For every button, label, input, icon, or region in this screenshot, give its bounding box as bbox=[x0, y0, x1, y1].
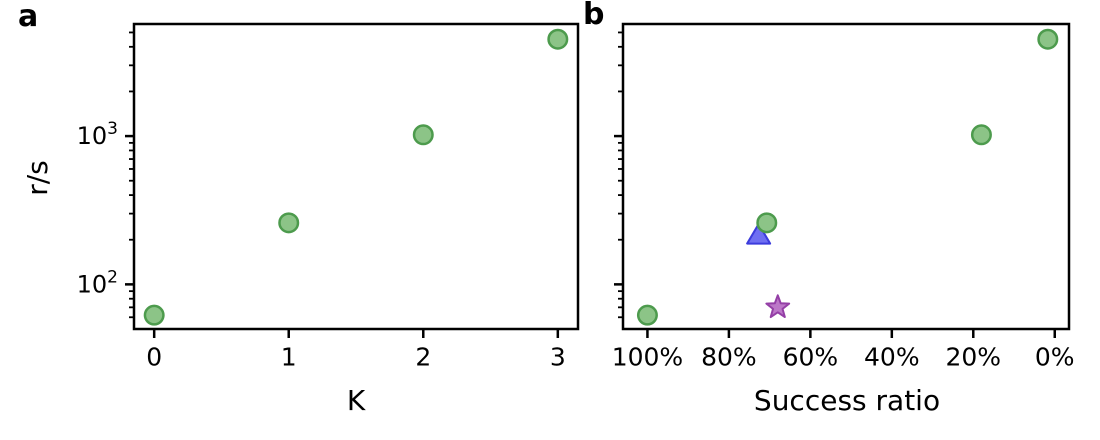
data-point-triangle bbox=[746, 223, 772, 245]
x-tick-label-b: 20% bbox=[945, 342, 1001, 371]
data-point-star bbox=[765, 294, 791, 319]
panel-a-letter: a bbox=[18, 0, 39, 34]
x-tick-label-b: 80% bbox=[701, 342, 757, 371]
data-point-circle bbox=[547, 28, 569, 50]
x-tick-label-a: 0 bbox=[146, 342, 162, 371]
data-point-circle bbox=[756, 212, 778, 234]
y-tick-label-a: 102 bbox=[77, 267, 118, 298]
x-axis-label-panel-b: Success ratio bbox=[753, 384, 941, 417]
data-point-circle bbox=[412, 124, 434, 146]
data-point-circle bbox=[970, 124, 992, 146]
x-tick-label-a: 1 bbox=[281, 342, 297, 371]
x-axis-label-panel-a: K bbox=[346, 384, 366, 417]
plot-box-a bbox=[132, 22, 580, 331]
data-point-circle bbox=[636, 304, 658, 326]
x-tick-label-a: 2 bbox=[415, 342, 431, 371]
x-tick-label-a: 3 bbox=[550, 342, 566, 371]
data-point-circle bbox=[278, 212, 300, 234]
x-tick-label-b: 40% bbox=[864, 342, 920, 371]
data-point-circle bbox=[143, 304, 165, 326]
y-tick-label-a: 103 bbox=[77, 119, 118, 150]
x-tick-label-b: 60% bbox=[783, 342, 839, 371]
plot-box-b bbox=[621, 22, 1071, 331]
x-tick-label-b: 0% bbox=[1035, 342, 1075, 371]
x-tick-label-b: 100% bbox=[612, 342, 683, 371]
panel-b-letter: b bbox=[583, 0, 605, 32]
data-point-circle bbox=[1037, 28, 1059, 50]
